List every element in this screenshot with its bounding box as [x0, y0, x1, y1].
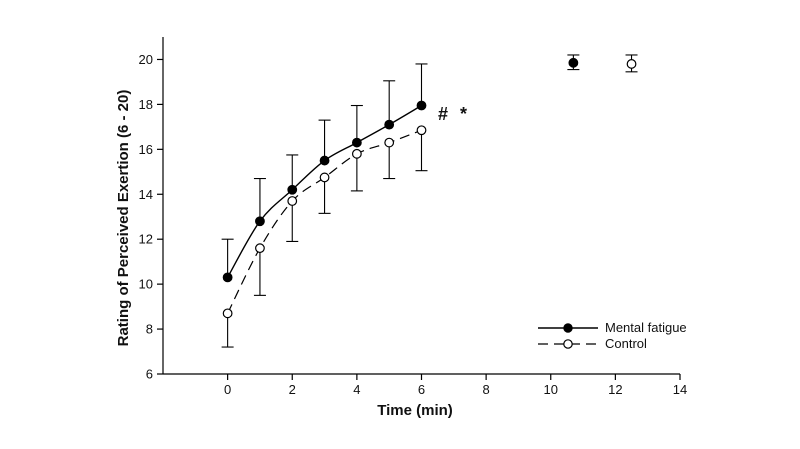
x-axis-title: Time (min): [377, 402, 453, 419]
y-tick-label: 8: [146, 322, 153, 337]
mental-fatigue-point: [416, 100, 427, 111]
control-point: [319, 172, 330, 183]
y-tick-label: 12: [139, 232, 153, 247]
mental-fatigue-point: [222, 272, 233, 283]
plot-area: [221, 54, 638, 348]
x-tick-label: 8: [483, 382, 490, 397]
y-axis-title: Rating of Perceived Exertion (6 - 20): [115, 90, 132, 347]
mental-fatigue-point: [384, 119, 395, 130]
control-point: [255, 243, 265, 254]
legend-marker-control: [563, 339, 573, 349]
x-tick-label: 10: [544, 382, 558, 397]
annotation-star: *: [460, 104, 467, 124]
legend-label-control: Control: [605, 336, 647, 351]
y-tick-label: 18: [139, 97, 153, 112]
control-point: [222, 308, 233, 319]
legend-marker-mental-fatigue: [563, 323, 573, 333]
x-tick-label: 6: [418, 382, 425, 397]
y-tick-label: 6: [146, 367, 153, 382]
y-tick-label: 20: [139, 52, 153, 67]
y-tick-label: 10: [139, 277, 153, 292]
mental-fatigue-point: [255, 216, 265, 227]
legend-label-mental-fatigue: Mental fatigue: [605, 320, 687, 335]
legend: Mental fatigue Control: [538, 320, 687, 351]
annotation-hash: #: [438, 104, 448, 124]
control-point: [351, 148, 362, 159]
y-tick-label: 14: [139, 187, 153, 202]
mental-fatigue-point: [287, 184, 298, 195]
control-point: [384, 137, 395, 148]
x-tick-label: 4: [353, 382, 360, 397]
control-point: [287, 196, 298, 206]
mental-fatigue-point: [351, 137, 362, 148]
x-tick-label: 2: [289, 382, 296, 397]
axes: 6 8 10 12 14 16 18 20 0 2 4 6 8 10 12 14: [139, 37, 687, 397]
mental-fatigue-final-point: [568, 57, 579, 68]
x-tick-label: 12: [608, 382, 622, 397]
mental-fatigue-point: [319, 155, 330, 166]
x-tick-label: 0: [224, 382, 231, 397]
x-tick-label: 14: [673, 382, 687, 397]
control-point: [416, 125, 427, 136]
control-final-point: [626, 59, 637, 69]
y-tick-label: 16: [139, 142, 153, 157]
